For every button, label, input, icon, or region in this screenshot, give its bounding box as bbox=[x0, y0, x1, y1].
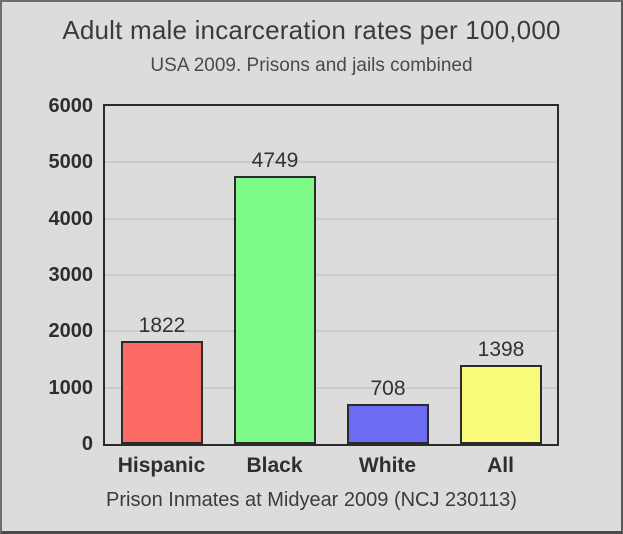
bar-value-label-black: 4749 bbox=[251, 149, 299, 172]
gridline bbox=[105, 330, 557, 333]
bar-all bbox=[460, 365, 542, 444]
y-tick-label-6000: 6000 bbox=[48, 95, 94, 117]
y-tick-label-5000: 5000 bbox=[48, 151, 94, 174]
gridline bbox=[105, 217, 557, 220]
x-tick-label-all: All bbox=[487, 454, 514, 477]
gridline bbox=[105, 386, 557, 389]
plot-area: 1822 4749 708 1398 bbox=[103, 104, 559, 446]
bar-white bbox=[347, 404, 429, 444]
x-tick-label-hispanic: Hispanic bbox=[117, 454, 206, 477]
y-tick-label-0: 0 bbox=[81, 433, 93, 455]
y-axis: 0 1000 2000 3000 4000 5000 6000 bbox=[2, 95, 99, 455]
gridline bbox=[105, 161, 557, 164]
source-caption: Prison Inmates at Midyear 2009 (NCJ 2301… bbox=[106, 489, 517, 511]
chart-title: Adult male incarceration rates per 100,0… bbox=[62, 15, 561, 45]
y-tick-label-1000: 1000 bbox=[48, 376, 94, 399]
x-tick-label-white: White bbox=[358, 454, 417, 477]
y-tick-label-3000: 3000 bbox=[48, 264, 94, 286]
chart-subtitle: USA 2009. Prisons and jails combined bbox=[150, 55, 473, 76]
y-tick-label-2000: 2000 bbox=[48, 320, 94, 343]
x-tick-label-black: Black bbox=[246, 454, 303, 477]
x-axis: Hispanic Black White All bbox=[105, 454, 557, 478]
bar-value-label-all: 1398 bbox=[477, 338, 525, 361]
bar-black bbox=[234, 176, 316, 444]
y-tick-label-4000: 4000 bbox=[48, 207, 94, 230]
bar-hispanic bbox=[121, 341, 203, 444]
bar-value-label-white: 708 bbox=[370, 377, 406, 400]
bar-value-label-hispanic: 1822 bbox=[138, 314, 186, 337]
gridline bbox=[105, 274, 557, 276]
